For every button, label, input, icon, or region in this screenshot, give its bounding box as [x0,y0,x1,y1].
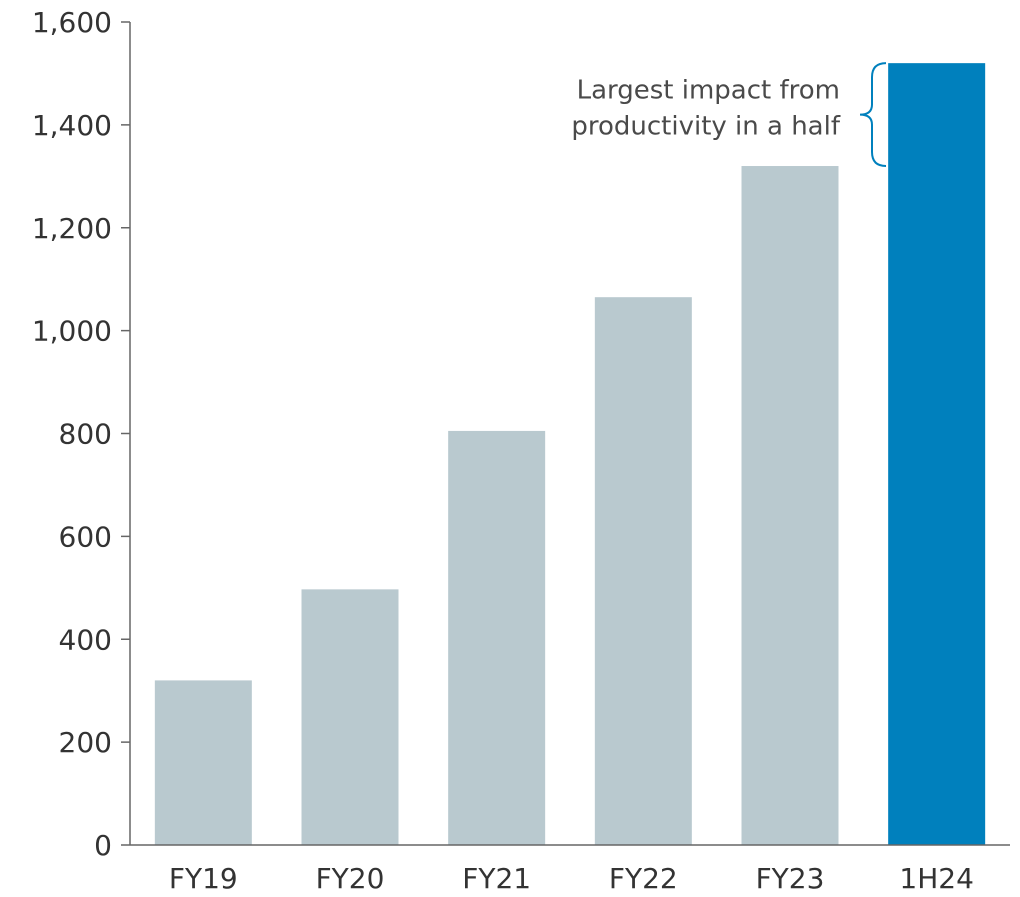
y-tick-label: 400 [59,623,112,656]
x-tick-label-fy19: FY19 [169,862,238,895]
x-tick-label-1h24: 1H24 [899,862,974,895]
bar-fy19 [154,680,252,845]
y-tick-label: 1,000 [32,315,112,348]
bar-fy20 [301,589,399,845]
bar-fy21 [448,430,546,845]
x-tick-label-fy21: FY21 [462,862,531,895]
y-tick-label: 200 [59,726,112,759]
bars [154,63,986,845]
y-tick-label: 800 [59,418,112,451]
bar-fy22 [594,297,692,845]
bar-1h24 [888,63,986,845]
x-tick-label-fy20: FY20 [316,862,385,895]
y-tick-label: 1,200 [32,212,112,245]
x-tick-label-fy23: FY23 [756,862,825,895]
y-tick-label: 0 [94,829,112,862]
annotation-text-line-2: productivity in a half [571,112,840,142]
y-tick-label: 1,400 [32,109,112,142]
y-tick-label: 1,600 [32,6,112,39]
x-tick-label-fy22: FY22 [609,862,678,895]
bar-fy23 [741,166,839,845]
annotation-text-line-1: Largest impact from [577,76,840,106]
y-tick-label: 600 [59,520,112,553]
annotation-bracket [859,62,887,168]
y-axis-ticks: 0 200 400 600 800 1,000 1,200 1,400 1,600 [32,6,130,862]
x-axis-labels: FY19 FY20 FY21 FY22 FY23 1H24 [169,862,974,895]
annotation: Largest impact from productivity in a ha… [571,62,887,168]
